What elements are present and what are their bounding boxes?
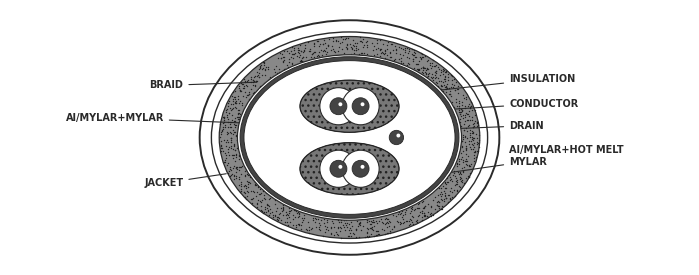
Ellipse shape (245, 62, 454, 213)
Circle shape (396, 134, 401, 138)
Circle shape (320, 150, 357, 187)
Text: DRAIN: DRAIN (399, 121, 544, 131)
Circle shape (361, 102, 364, 106)
Text: AI/MYLAR+HOT MELT
MYLAR: AI/MYLAR+HOT MELT MYLAR (433, 145, 624, 175)
Circle shape (342, 88, 379, 125)
Circle shape (352, 160, 369, 177)
Text: INSULATION: INSULATION (380, 74, 575, 97)
Circle shape (361, 165, 364, 169)
Circle shape (342, 150, 379, 187)
Circle shape (320, 88, 357, 125)
Ellipse shape (300, 143, 399, 195)
Text: BRAID: BRAID (150, 80, 257, 90)
Ellipse shape (200, 20, 499, 255)
Circle shape (330, 160, 347, 177)
Circle shape (338, 102, 343, 106)
Circle shape (389, 130, 403, 145)
Ellipse shape (300, 80, 399, 132)
Text: JACKET: JACKET (144, 174, 226, 188)
Ellipse shape (238, 55, 461, 220)
Text: AI/MYLAR+MYLAR: AI/MYLAR+MYLAR (66, 113, 246, 123)
Circle shape (352, 98, 369, 115)
Ellipse shape (219, 37, 480, 238)
Ellipse shape (244, 60, 455, 215)
Circle shape (330, 98, 347, 115)
Circle shape (338, 165, 343, 169)
Ellipse shape (240, 57, 459, 218)
Text: CONDUCTOR: CONDUCTOR (366, 99, 578, 114)
Ellipse shape (211, 32, 488, 243)
